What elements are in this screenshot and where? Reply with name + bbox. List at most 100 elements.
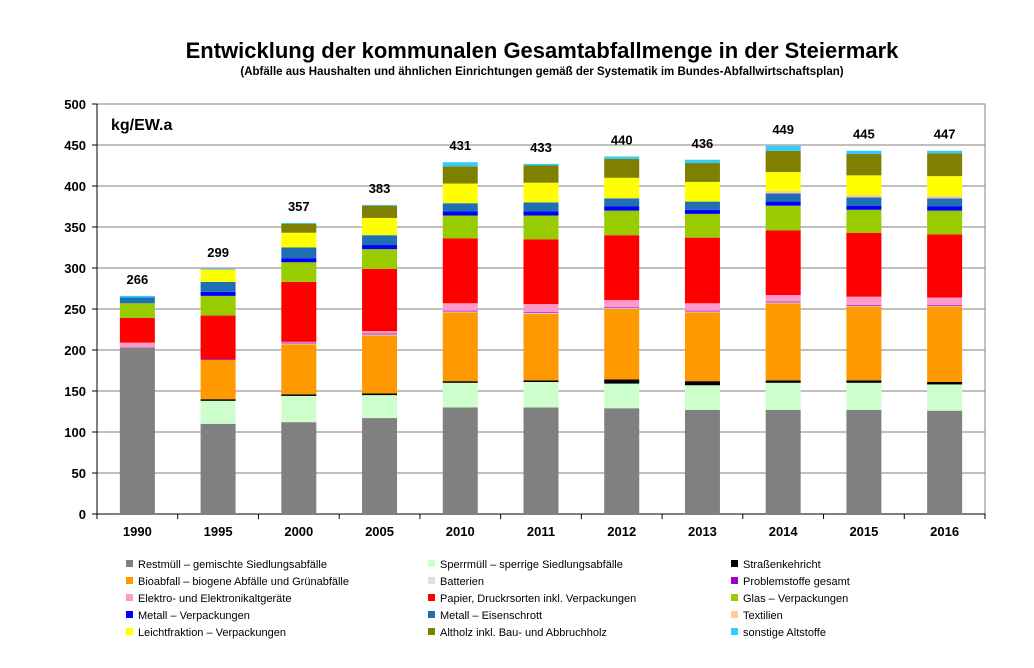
bar-segment xyxy=(281,247,317,259)
bar-segment xyxy=(765,230,801,296)
bar-segment xyxy=(523,202,559,212)
bar-segment xyxy=(927,381,963,385)
bar-segment xyxy=(442,382,478,408)
bar-segment xyxy=(442,407,478,514)
x-tick-label: 2011 xyxy=(527,524,555,539)
legend-swatch xyxy=(731,628,738,635)
bar-segment xyxy=(846,232,882,297)
y-tick-label: 0 xyxy=(79,507,86,522)
bar-segment xyxy=(281,341,317,343)
legend-item: Elektro- und Elektronikaltgeräte xyxy=(126,592,291,606)
bar-segment xyxy=(927,195,963,199)
bar-segment xyxy=(604,210,640,236)
legend-label: Metall – Eisenschrott xyxy=(440,610,543,622)
bar-segment xyxy=(119,295,155,298)
legend-label: Sperrmüll – sperrige Siedlungsabfälle xyxy=(440,559,623,571)
bar-segment xyxy=(684,303,720,311)
legend-swatch xyxy=(126,577,133,584)
bar-segment xyxy=(119,342,155,348)
bar-segment xyxy=(119,297,155,304)
total-label: 433 xyxy=(530,140,552,155)
bar-segment xyxy=(684,159,720,164)
bar-segment xyxy=(362,217,398,236)
bar-segment xyxy=(442,211,478,216)
legend-item: Problemstoffe gesamt xyxy=(731,575,850,589)
bar-segment xyxy=(684,213,720,238)
bar-segment xyxy=(281,223,317,233)
legend-label: Elektro- und Elektronikaltgeräte xyxy=(138,593,292,605)
bar-segment xyxy=(604,299,640,308)
legend-label: Problemstoffe gesamt xyxy=(743,576,850,588)
bar-segment xyxy=(281,395,317,423)
bar-segment xyxy=(362,335,398,394)
x-tick-label: 2010 xyxy=(446,524,475,539)
bar-segment xyxy=(523,313,559,381)
bar-segment xyxy=(200,295,236,316)
bar-segment xyxy=(523,381,559,408)
bar-segment xyxy=(927,410,963,514)
legend-item: Altholz inkl. Bau- und Abbruchholz xyxy=(428,626,607,640)
bar-segment xyxy=(846,195,882,198)
bar-segment xyxy=(523,239,559,305)
bar-segment xyxy=(362,333,398,335)
bar-segment xyxy=(362,235,398,246)
bar-segment xyxy=(927,304,963,306)
y-tick-label: 450 xyxy=(64,138,86,153)
bar-segment xyxy=(442,166,478,184)
total-label: 445 xyxy=(853,127,875,142)
legend-item: Glas – Verpackungen xyxy=(731,592,848,606)
bar-segment xyxy=(281,394,317,396)
y-tick-label: 250 xyxy=(64,302,86,317)
legend-swatch xyxy=(428,594,435,601)
bar-segment xyxy=(927,198,963,207)
bar-segment xyxy=(281,343,317,345)
bar-segment xyxy=(765,205,801,231)
bar-segment xyxy=(684,310,720,312)
bar-segment xyxy=(119,303,155,319)
total-label: 431 xyxy=(449,138,471,153)
total-label: 299 xyxy=(207,245,229,260)
bar-segment xyxy=(927,210,963,235)
bar-segment xyxy=(442,312,478,382)
y-tick-label: 50 xyxy=(72,466,86,481)
bar-segment xyxy=(604,408,640,514)
bar-segment xyxy=(281,262,317,282)
x-tick-label: 2016 xyxy=(930,524,959,539)
bar-segment xyxy=(281,232,317,248)
bar-segment xyxy=(765,172,801,191)
bar-segment xyxy=(604,177,640,199)
bar-segment xyxy=(442,381,478,383)
bar-segment xyxy=(846,382,882,410)
bar-segment xyxy=(765,382,801,410)
bar-segment xyxy=(362,268,398,332)
bar-segment xyxy=(684,312,720,382)
bar-segment xyxy=(604,206,640,211)
legend-swatch xyxy=(126,594,133,601)
bar-segment xyxy=(684,163,720,182)
bar-segment xyxy=(200,268,236,270)
legend-label: Straßenkehricht xyxy=(743,559,821,571)
bar-segment xyxy=(119,347,155,514)
total-label: 357 xyxy=(288,199,310,214)
bar-segment xyxy=(846,296,882,305)
bar-segment xyxy=(200,315,236,360)
bar-segment xyxy=(765,295,801,302)
bar-segment xyxy=(765,150,801,173)
bar-segment xyxy=(281,342,317,344)
bar-segment xyxy=(362,204,398,206)
legend-item: sonstige Altstoffe xyxy=(731,626,826,640)
bar-segment xyxy=(281,344,317,395)
bar-segment xyxy=(684,237,720,304)
legend-label: Textilien xyxy=(743,610,783,622)
bar-segment xyxy=(684,181,720,202)
legend-label: Glas – Verpackungen xyxy=(743,593,849,605)
bar-segment xyxy=(442,203,478,212)
bar-segment xyxy=(604,379,640,384)
bar-segment xyxy=(846,205,882,210)
legend-label: Metall – Verpackungen xyxy=(138,610,250,622)
bar-segment xyxy=(765,145,801,151)
bar-segment xyxy=(927,150,963,154)
bar-segment xyxy=(200,423,236,514)
bar-segment xyxy=(684,209,720,214)
